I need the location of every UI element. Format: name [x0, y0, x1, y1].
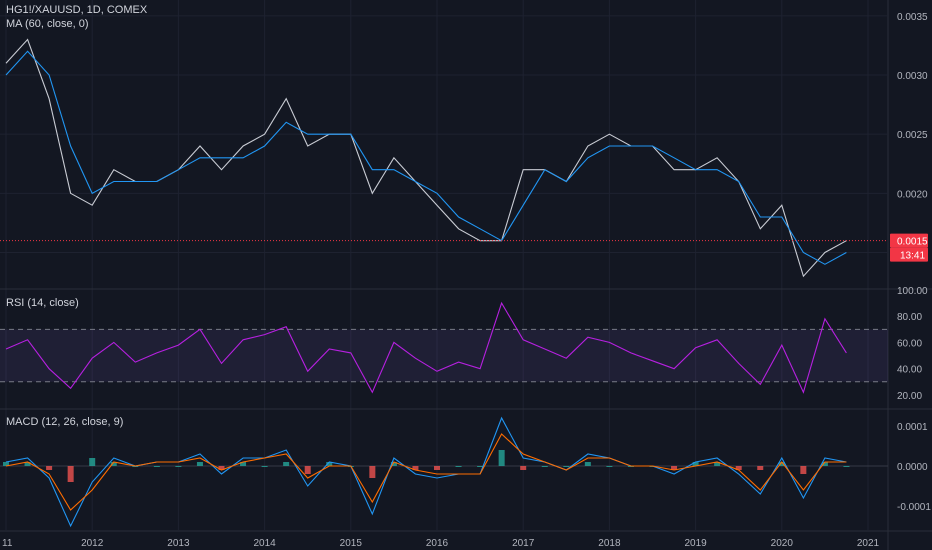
macd-histogram-bar	[46, 466, 53, 470]
x-tick-label: 2014	[253, 538, 276, 549]
macd-histogram-bar	[110, 462, 117, 466]
x-tick-label: 2020	[771, 538, 794, 549]
rsi-tick-label: 60.00	[897, 338, 922, 349]
macd-histogram-bar	[304, 466, 311, 474]
ma-series-line	[5, 50, 847, 265]
macd-tick-label: 0.0001	[897, 422, 928, 433]
rsi-tick-label: 20.00	[897, 391, 922, 402]
x-tick-label: 11	[2, 538, 13, 549]
macd-histogram-bar	[153, 466, 160, 467]
macd-histogram-bar	[455, 466, 462, 467]
macd-histogram-bar	[89, 458, 96, 466]
rsi-tick-label: 80.00	[897, 312, 922, 323]
countdown-label: 13:41	[900, 251, 925, 262]
macd-histogram-bar	[843, 466, 850, 467]
macd-histogram-bar	[67, 466, 74, 482]
price-tick-label: 0.0020	[897, 189, 928, 200]
macd-histogram-bar	[563, 466, 570, 467]
macd-histogram-bar	[692, 462, 699, 466]
macd-histogram-bar	[541, 466, 548, 467]
macd-histogram-bar	[434, 466, 440, 470]
current-price-tag	[890, 233, 928, 248]
macd-histogram-bar	[714, 462, 721, 466]
macd-histogram-bar	[24, 462, 31, 466]
x-tick-label: 2018	[598, 538, 621, 549]
macd-histogram-bar	[412, 466, 419, 470]
x-tick-label: 2012	[81, 538, 104, 549]
macd-legend: MACD (12, 26, close, 9)	[6, 416, 124, 428]
macd-histogram-bar	[800, 466, 807, 474]
macd-histogram-bar	[778, 462, 785, 466]
signal-series-line	[5, 433, 847, 511]
x-tick-label: 2021	[857, 538, 880, 549]
x-tick-label: 2016	[426, 538, 449, 549]
x-tick-label: 2017	[512, 538, 535, 549]
price-tick-label: 0.0025	[897, 130, 928, 141]
macd-histogram-bar	[477, 466, 484, 467]
macd-histogram-bar	[261, 466, 268, 467]
macd-tick-label: 0.0000	[897, 462, 928, 473]
ma-legend: MA (60, close, 0)	[6, 18, 89, 30]
x-tick-label: 2013	[167, 538, 190, 549]
macd-tick-label: -0.0001	[897, 502, 931, 513]
price-tick-label: 0.0030	[897, 71, 928, 82]
rsi-series-line	[5, 301, 847, 394]
price-tick-label: 0.0035	[897, 12, 928, 23]
macd-histogram-bar	[3, 462, 9, 466]
rsi-legend: RSI (14, close)	[6, 297, 79, 309]
macd-histogram-bar	[584, 462, 591, 466]
macd-histogram-bar	[218, 466, 225, 470]
symbol-title: HG1!/XAUUSD, 1D, COMEX	[6, 4, 148, 16]
macd-histogram-bar	[821, 462, 828, 466]
macd-histogram-bar	[369, 466, 376, 478]
macd-histogram-bar	[240, 462, 247, 466]
rsi-band-fill	[0, 329, 888, 382]
macd-histogram-bar	[283, 462, 290, 466]
x-tick-label: 2019	[684, 538, 707, 549]
countdown-tag	[890, 247, 928, 262]
rsi-tick-label: 100.00	[897, 286, 928, 297]
macd-histogram-bar	[326, 462, 333, 466]
macd-histogram-bar	[520, 466, 527, 470]
macd-histogram-bar	[498, 450, 505, 466]
macd-histogram-bar	[757, 466, 764, 470]
x-tick-label: 2015	[340, 538, 363, 549]
macd-histogram-bar	[175, 466, 182, 467]
macd-histogram-bar	[606, 466, 613, 467]
macd-histogram-bar	[735, 466, 742, 470]
rsi-tick-label: 40.00	[897, 365, 922, 376]
current-price-label: 0.0015	[897, 237, 928, 248]
macd-histogram-bar	[196, 462, 203, 466]
macd-histogram-bar	[390, 462, 397, 466]
macd-histogram-bar	[671, 466, 678, 470]
